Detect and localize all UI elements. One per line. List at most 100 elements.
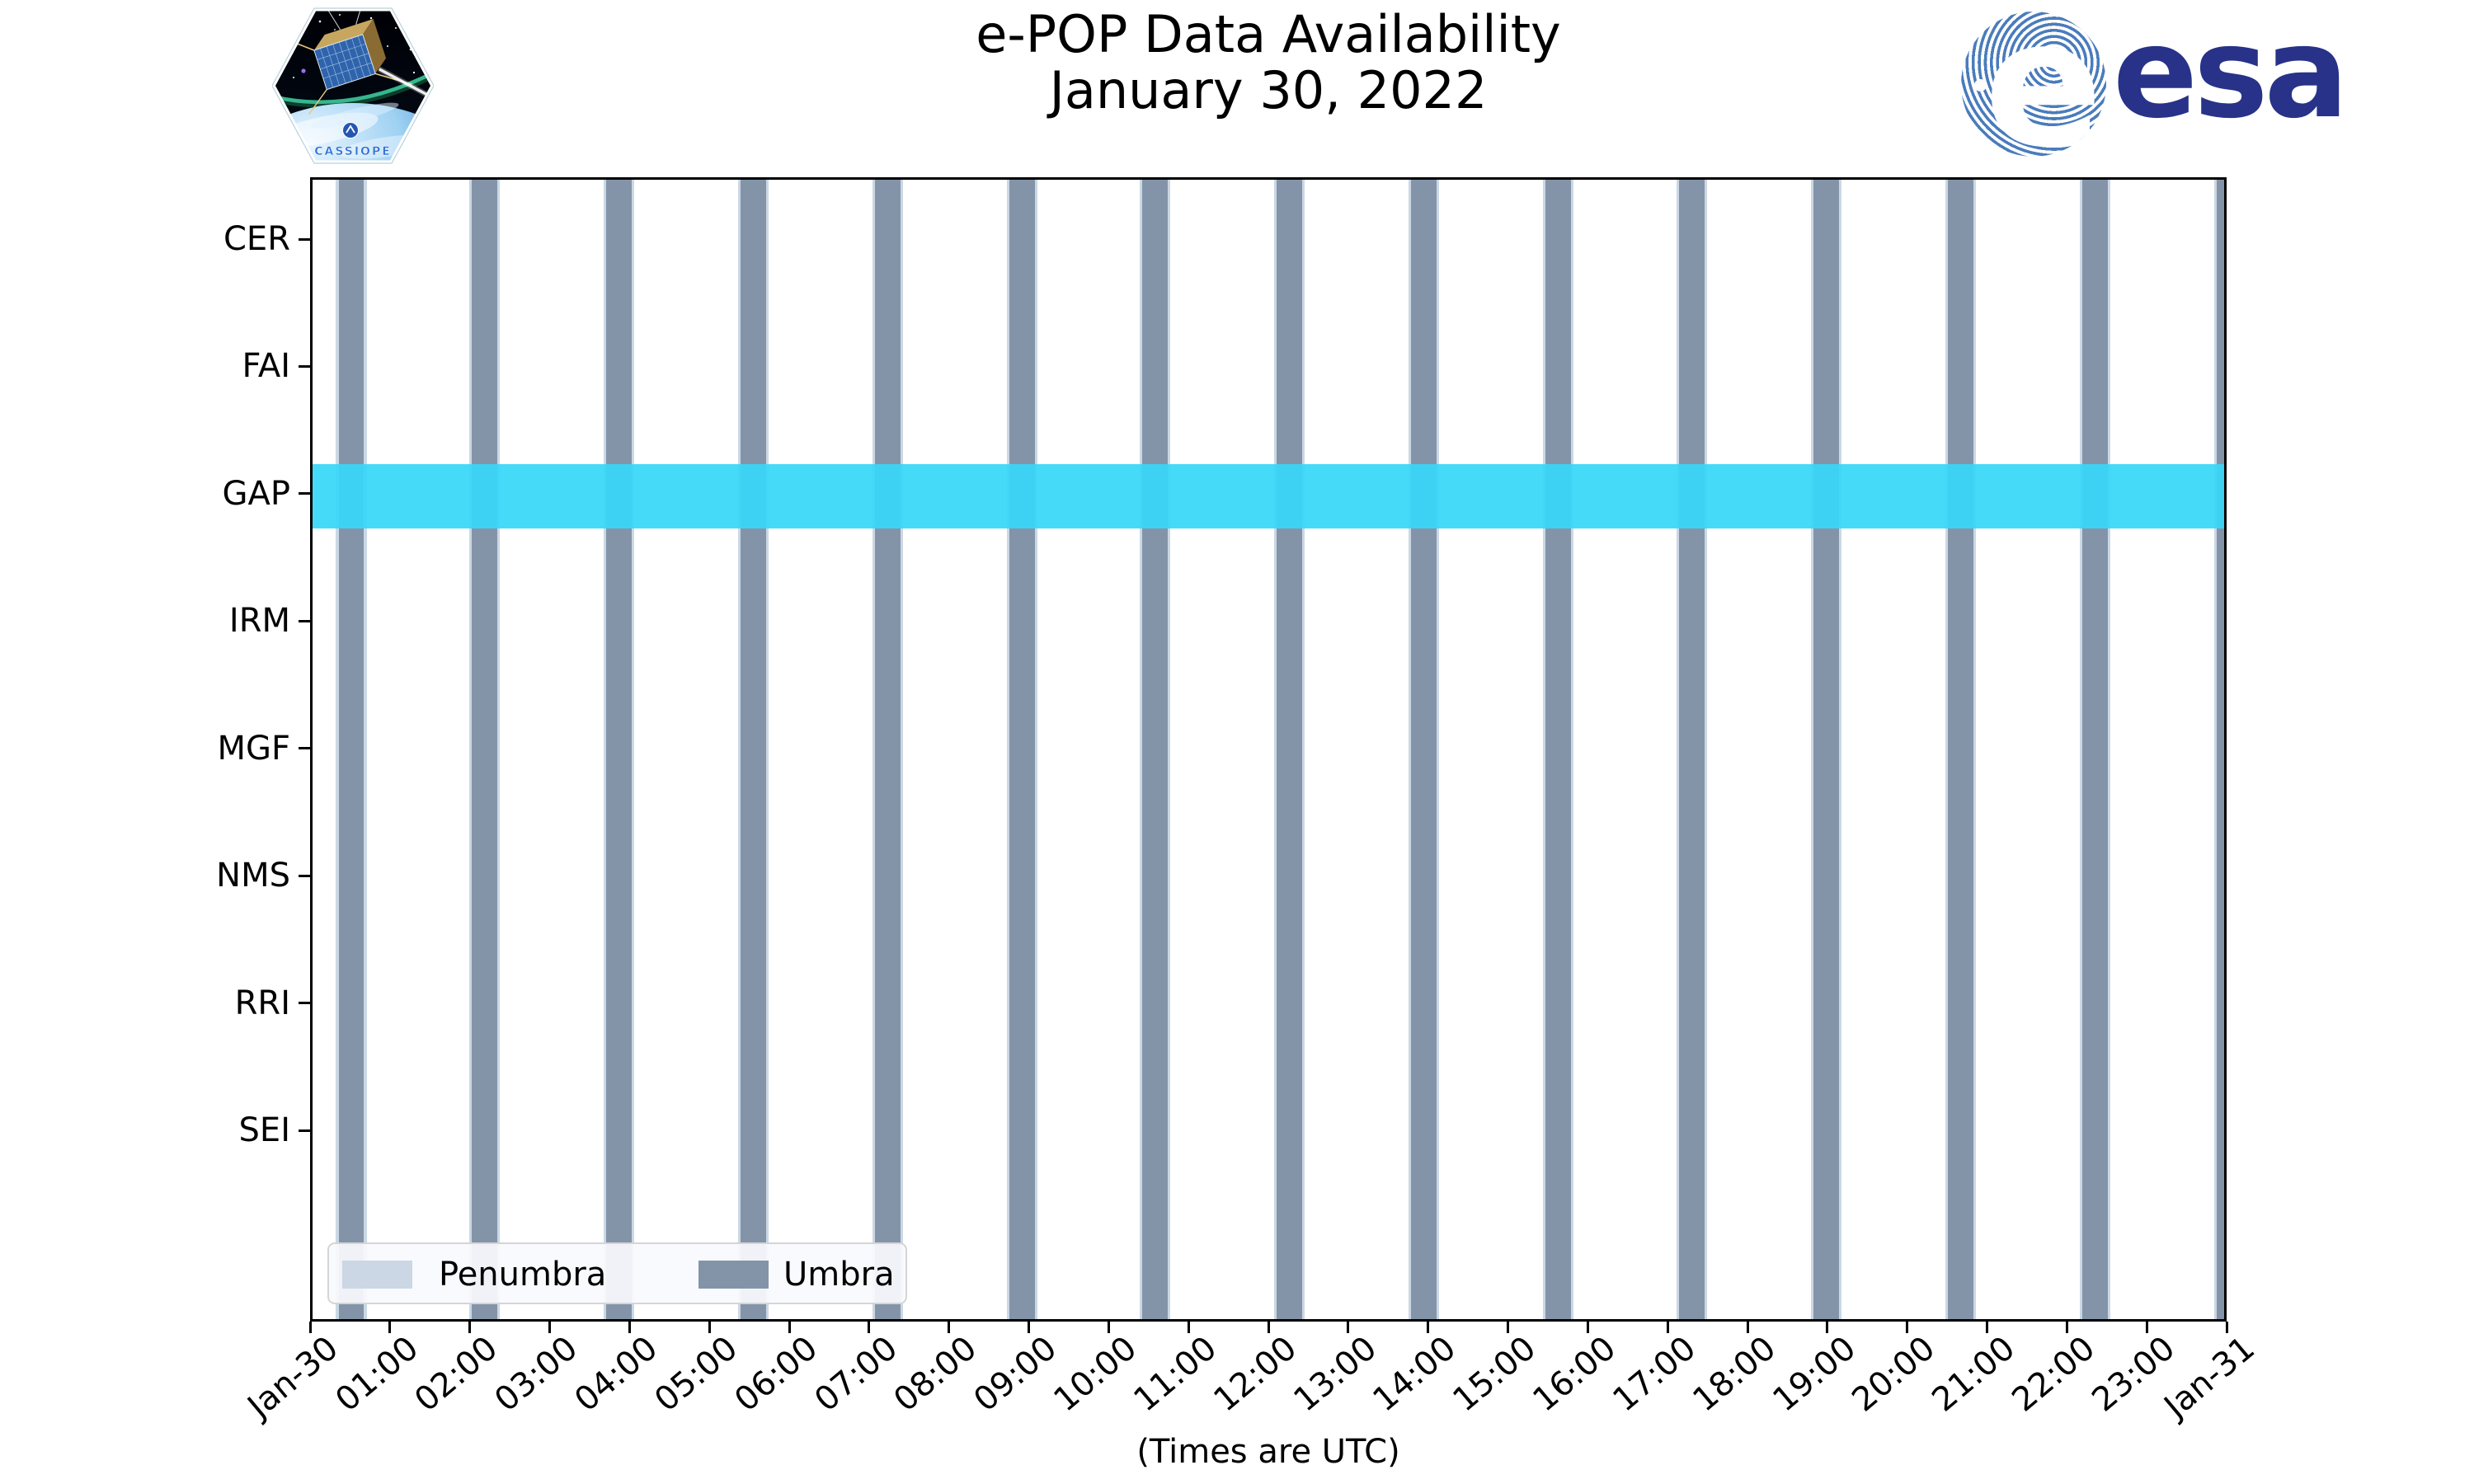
x-tick-10 <box>1107 1322 1110 1333</box>
x-tick-5 <box>708 1322 711 1333</box>
esa-logo: e esa <box>1961 0 2349 161</box>
y-tick-rri <box>299 1002 310 1005</box>
x-tick-16 <box>1586 1322 1589 1333</box>
x-tick-2 <box>468 1322 472 1333</box>
x-tick-label-20: 20:00 <box>1845 1329 1943 1420</box>
x-tick-7 <box>868 1322 871 1333</box>
x-tick-label-2: 02:00 <box>407 1329 506 1420</box>
esa-globe-letter: e <box>1984 12 2103 157</box>
x-tick-label-13: 13:00 <box>1286 1329 1384 1420</box>
x-tick-label-4: 04:00 <box>567 1329 666 1420</box>
x-tick-label-8: 08:00 <box>887 1329 985 1420</box>
y-tick-gap <box>299 492 310 495</box>
csa-roundel <box>342 122 359 139</box>
x-tick-label-14: 14:00 <box>1366 1329 1464 1420</box>
x-tick-15 <box>1507 1322 1509 1333</box>
x-tick-label-10: 10:00 <box>1047 1329 1145 1420</box>
x-tick-21 <box>1986 1322 1988 1333</box>
chart-subtitle: January 30, 2022 <box>1049 60 1488 120</box>
y-label-rri: RRI <box>234 984 290 1022</box>
umbra-band <box>1142 179 1169 1320</box>
x-tick-4 <box>628 1322 631 1333</box>
x-tick-label-0: Jan-30 <box>241 1329 346 1426</box>
x-tick-24 <box>2225 1322 2228 1333</box>
umbra-band <box>1277 179 1303 1320</box>
x-tick-3 <box>548 1322 551 1333</box>
title-block: e-POP Data Availability January 30, 2022 <box>310 7 2227 119</box>
availability-band-gap <box>312 463 2225 528</box>
purple-star <box>301 68 306 73</box>
cassiope-mission-patch: CASSIOPE <box>269 5 437 167</box>
x-tick-label-3: 03:00 <box>487 1329 586 1420</box>
x-tick-11 <box>1187 1322 1190 1333</box>
cassiope-patch-label: CASSIOPE <box>314 145 392 158</box>
x-tick-label-16: 16:00 <box>1526 1329 1624 1420</box>
legend: Penumbra Umbra <box>327 1242 907 1304</box>
x-tick-label-6: 06:00 <box>727 1329 825 1420</box>
x-tick-6 <box>788 1322 791 1333</box>
x-tick-19 <box>1826 1322 1829 1333</box>
x-tick-label-12: 12:00 <box>1206 1329 1304 1420</box>
y-tick-cer <box>299 237 310 241</box>
esa-globe-dot <box>1974 79 1987 92</box>
umbra-band <box>1009 179 1035 1320</box>
x-tick-label-9: 09:00 <box>967 1329 1065 1420</box>
umbra-band <box>741 179 766 1320</box>
umbra-band <box>606 179 632 1320</box>
penumbra-legend-label: Penumbra <box>439 1256 607 1294</box>
x-tick-13 <box>1347 1322 1350 1333</box>
x-tick-17 <box>1666 1322 1669 1333</box>
y-tick-nms <box>299 874 310 877</box>
y-label-gap: GAP <box>222 474 290 513</box>
penumbra-legend-swatch <box>342 1261 412 1289</box>
y-tick-mgf <box>299 747 310 750</box>
y-tick-sei <box>299 1129 310 1132</box>
x-tick-20 <box>1906 1322 1909 1333</box>
y-label-nms: NMS <box>216 857 290 895</box>
x-tick-12 <box>1267 1322 1270 1333</box>
esa-wordmark: esa <box>2113 0 2349 146</box>
x-tick-22 <box>2065 1322 2068 1333</box>
x-tick-9 <box>1028 1322 1030 1333</box>
x-tick-8 <box>948 1322 951 1333</box>
x-axis-title: (Times are UTC) <box>1136 1433 1400 1471</box>
umbra-band <box>1947 179 1973 1320</box>
x-tick-14 <box>1427 1322 1430 1333</box>
umbra-band <box>338 179 365 1320</box>
y-label-irm: IRM <box>228 602 290 641</box>
x-tick-label-18: 18:00 <box>1686 1329 1783 1420</box>
plot-area <box>312 179 2225 1320</box>
umbra-band <box>1411 179 1437 1320</box>
y-label-fai: FAI <box>242 347 291 386</box>
x-tick-18 <box>1746 1322 1749 1333</box>
umbra-band <box>2216 179 2225 1320</box>
plot-frame <box>310 177 2227 1322</box>
x-tick-label-21: 21:00 <box>1925 1329 2023 1420</box>
umbra-band <box>875 179 901 1320</box>
umbra-band <box>2081 179 2108 1320</box>
y-tick-irm <box>299 619 310 622</box>
y-label-mgf: MGF <box>217 729 290 768</box>
x-tick-label-11: 11:00 <box>1126 1329 1225 1420</box>
umbra-band <box>1678 179 1705 1320</box>
umbra-band <box>1545 179 1572 1320</box>
x-tick-label-17: 17:00 <box>1606 1329 1704 1420</box>
x-tick-label-24: Jan-31 <box>2157 1329 2262 1426</box>
x-tick-label-5: 05:00 <box>647 1329 745 1420</box>
umbra-band <box>472 179 497 1320</box>
y-label-cer: CER <box>223 220 290 258</box>
x-tick-label-19: 19:00 <box>1765 1329 1863 1420</box>
x-tick-label-7: 07:00 <box>807 1329 905 1420</box>
umbra-legend-swatch <box>698 1261 769 1289</box>
x-tick-label-22: 22:00 <box>2005 1329 2103 1420</box>
umbra-band <box>1813 179 1839 1320</box>
x-tick-23 <box>2145 1322 2148 1333</box>
chart-title: e-POP Data Availability <box>976 4 1561 64</box>
x-tick-label-1: 01:00 <box>327 1329 426 1420</box>
x-tick-label-15: 15:00 <box>1446 1329 1544 1420</box>
umbra-legend-label: Umbra <box>783 1256 895 1294</box>
y-tick-fai <box>299 364 310 368</box>
cassiope-patch-art: CASSIOPE <box>269 5 437 167</box>
x-tick-1 <box>388 1322 392 1333</box>
